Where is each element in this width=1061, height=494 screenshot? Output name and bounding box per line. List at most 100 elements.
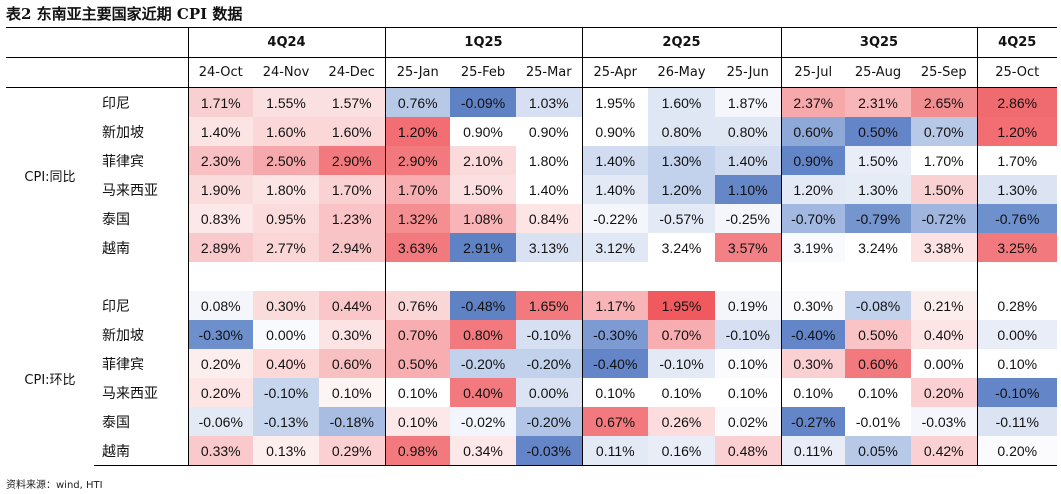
cpi-value-cell: 0.00%: [911, 349, 977, 378]
cpi-value-cell: -0.20%: [516, 407, 582, 436]
cpi-value-cell: 0.10%: [845, 378, 911, 407]
cpi-value-cell: 1.70%: [976, 146, 1057, 175]
cpi-value-cell: 0.10%: [384, 378, 450, 407]
spacer-cell: [450, 262, 516, 291]
table-row: 越南 2.89% 2.77% 2.94% 3.63% 2.91% 3.13% 3.12% 3.2…: [6, 233, 1057, 262]
cpi-value-cell: -0.76%: [976, 204, 1057, 233]
month-header: 25-Apr: [581, 57, 648, 88]
spacer-cell: [319, 262, 385, 291]
cpi-value-cell: 0.80%: [715, 117, 781, 146]
cpi-value-cell: 1.10%: [715, 175, 781, 204]
month-header: 26-May: [648, 57, 715, 88]
cpi-value-cell: -0.70%: [780, 204, 845, 233]
source-note: 资料来源：wind, HTI: [6, 480, 103, 491]
cpi-value-cell: 0.48%: [715, 436, 781, 466]
spacer-cell: [780, 262, 845, 291]
cpi-value-cell: -0.10%: [253, 378, 319, 407]
cpi-value-cell: -0.06%: [187, 407, 253, 436]
cpi-value-cell: 0.16%: [648, 436, 715, 466]
cpi-value-cell: 1.70%: [911, 146, 977, 175]
country-label: 菲律宾: [102, 356, 144, 373]
cpi-value-cell: 0.20%: [187, 378, 253, 407]
cpi-value-cell: 0.02%: [715, 407, 781, 436]
table-row: 泰国 0.83% 0.95% 1.23% 1.32% 1.08% 0.84% -0.22% -0…: [6, 204, 1057, 233]
country-label: 越南: [102, 240, 130, 257]
cpi-value-cell: 0.21%: [911, 291, 977, 320]
cpi-value-cell: -0.13%: [253, 407, 319, 436]
cpi-value-cell: 0.30%: [780, 291, 845, 320]
cpi-value-cell: -0.72%: [911, 204, 977, 233]
cpi-value-cell: -0.10%: [715, 320, 781, 349]
cpi-value-cell: 0.29%: [319, 436, 385, 466]
cpi-value-cell: 0.26%: [648, 407, 715, 436]
cpi-value-cell: 0.70%: [384, 320, 450, 349]
cpi-value-cell: 0.42%: [911, 436, 977, 466]
cpi-value-cell: -0.30%: [581, 320, 648, 349]
cpi-value-cell: 3.25%: [976, 233, 1057, 262]
spacer-cell: [187, 262, 253, 291]
cpi-value-cell: 0.40%: [450, 378, 516, 407]
section-spacer: [6, 262, 1057, 291]
country-label: 泰国: [102, 414, 130, 431]
cpi-value-cell: 0.76%: [384, 87, 450, 117]
cpi-value-cell: 1.08%: [450, 204, 516, 233]
cpi-value-cell: 0.90%: [780, 146, 845, 175]
cpi-value-cell: 1.70%: [319, 175, 385, 204]
cpi-value-cell: 0.20%: [187, 349, 253, 378]
spacer-cell: [976, 262, 1057, 291]
country-label: 印尼: [102, 298, 130, 315]
quarter-header: 4Q24: [187, 27, 385, 58]
table-row: 菲律宾 0.20% 0.40% 0.60% 0.50% -0.20% -0.20% -0.40…: [6, 349, 1057, 378]
cpi-value-cell: 1.50%: [911, 175, 977, 204]
cpi-value-cell: -0.18%: [319, 407, 385, 436]
cpi-value-cell: 2.94%: [319, 233, 385, 262]
table-row: CPI:同比 印尼 1.71% 1.55% 1.57% 0.76% -0.09% 1.03% 1…: [6, 87, 1057, 185]
table-row: CPI:环比 印尼 0.08% 0.30% 0.44% 0.76% -0.48% 1.65% 1…: [6, 291, 1057, 388]
cpi-value-cell: 0.30%: [253, 291, 319, 320]
cpi-value-cell: 1.95%: [581, 87, 648, 117]
cpi-value-cell: 1.23%: [319, 204, 385, 233]
cpi-value-cell: 2.77%: [253, 233, 319, 262]
cpi-value-cell: 1.50%: [845, 146, 911, 175]
cpi-value-cell: -0.03%: [911, 407, 977, 436]
cpi-value-cell: 1.80%: [253, 175, 319, 204]
cpi-value-cell: 0.90%: [581, 117, 648, 146]
cpi-value-cell: 1.40%: [581, 146, 648, 175]
cpi-value-cell: 3.19%: [780, 233, 845, 262]
cpi-value-cell: 1.03%: [516, 87, 582, 117]
cpi-value-cell: -0.30%: [187, 320, 253, 349]
cpi-value-cell: 3.57%: [715, 233, 781, 262]
spacer-cell: [384, 262, 450, 291]
month-header: 25-Jun: [715, 57, 781, 88]
cpi-value-cell: -0.03%: [516, 436, 582, 466]
country-label: 印尼: [102, 95, 130, 112]
cpi-value-cell: 1.57%: [319, 87, 385, 117]
month-header: 24-Oct: [187, 57, 253, 88]
header-blank: [6, 57, 188, 88]
cpi-value-cell: 0.70%: [648, 320, 715, 349]
cpi-value-cell: 0.10%: [581, 378, 648, 407]
quarter-header: 3Q25: [780, 27, 977, 58]
table-row: 菲律宾 2.30% 2.50% 2.90% 2.90% 2.10% 1.80% 1.40% 1.…: [6, 146, 1057, 175]
table-row: 新加坡 1.40% 1.60% 1.60% 1.20% 0.90% 0.90% 0.90% 0.…: [6, 117, 1057, 146]
cpi-value-cell: 0.10%: [715, 349, 781, 378]
section-label: CPI:同比: [24, 169, 76, 185]
country-label: 马来西亚: [102, 182, 158, 199]
cpi-value-cell: -0.79%: [845, 204, 911, 233]
cpi-value-cell: 1.32%: [384, 204, 450, 233]
cpi-value-cell: -0.25%: [715, 204, 781, 233]
cpi-value-cell: 0.70%: [911, 117, 977, 146]
spacer-cell: [648, 262, 715, 291]
cpi-value-cell: 0.80%: [450, 320, 516, 349]
country-label: 马来西亚: [102, 385, 158, 402]
cpi-value-cell: 1.30%: [976, 175, 1057, 204]
month-header: 25-Oct: [976, 57, 1057, 88]
cpi-value-cell: 0.50%: [845, 117, 911, 146]
cpi-value-cell: 1.71%: [187, 87, 253, 117]
cpi-value-cell: 1.60%: [648, 87, 715, 117]
cpi-value-cell: 1.30%: [648, 146, 715, 175]
cpi-value-cell: 0.13%: [253, 436, 319, 466]
cpi-value-cell: 1.20%: [780, 175, 845, 204]
table-row: 泰国 -0.06% -0.13% -0.18% 0.10% -0.02% -0.20% 0.6…: [6, 407, 1057, 436]
cpi-value-cell: 0.95%: [253, 204, 319, 233]
